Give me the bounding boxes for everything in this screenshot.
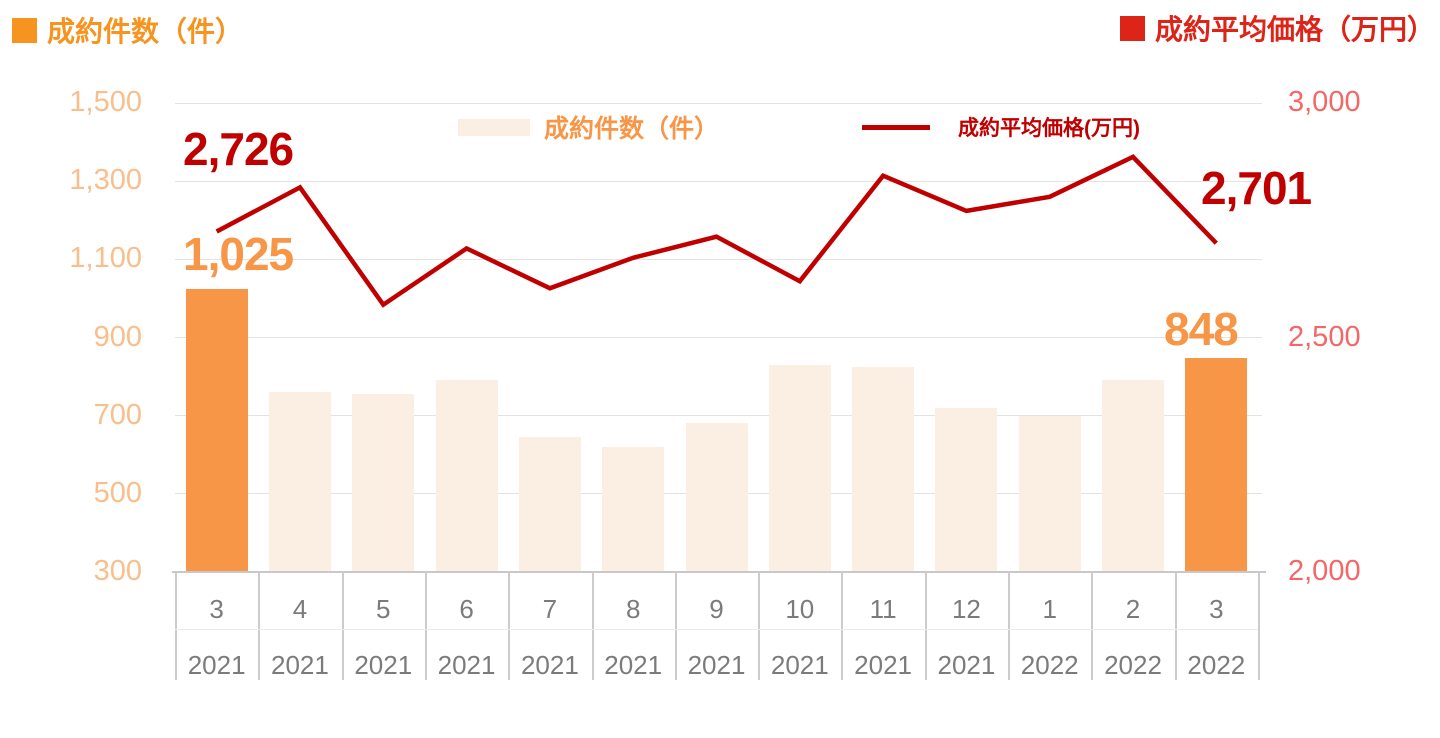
category-divider (758, 572, 761, 680)
legend: 成約件数（件） 成約平均価格(万円) (458, 110, 1140, 144)
category-year-label: 2021 (937, 650, 996, 680)
category-divider (508, 572, 511, 680)
right-chart-title: 成約平均価格（万円） (1119, 8, 1435, 48)
left-axis-tick: 1,500 (69, 86, 142, 118)
category-divider (424, 572, 427, 680)
right-axis-tick: 2,500 (1288, 320, 1361, 353)
bar-8-2021 (602, 446, 665, 572)
category-divider (591, 572, 594, 680)
left-axis-tick: 900 (93, 320, 142, 353)
category-divider (341, 572, 344, 680)
red-square-icon (1119, 15, 1145, 41)
bar-12-2021 (935, 407, 998, 572)
legend-bar-label: 成約件数（件） (544, 115, 720, 143)
category-year-label: 2021 (271, 650, 329, 680)
category-month-label: 7 (542, 594, 558, 624)
category-month-label: 5 (376, 594, 391, 624)
annotation-last-line-value: 2,701 (1201, 162, 1312, 214)
category-month-label: 1 (1042, 594, 1057, 624)
gridline (175, 258, 1262, 260)
left-axis-tick: 1,300 (69, 164, 142, 197)
category-divider (674, 572, 677, 680)
category-month-label: 6 (459, 594, 474, 624)
category-divider (1091, 572, 1094, 680)
legend-bar-swatch (458, 118, 530, 136)
category-month-label: 9 (709, 594, 724, 624)
category-month-label: 11 (869, 594, 897, 624)
left-axis-tick: 500 (93, 476, 142, 509)
gridline (175, 337, 1262, 338)
annotation-first-line-value: 2,726 (183, 123, 294, 175)
bar-10-2021 (768, 364, 831, 572)
category-divider (175, 572, 177, 680)
right-axis-tick: 3,000 (1288, 86, 1361, 118)
bar-3-2021 (185, 288, 248, 572)
legend-line-label: 成約平均価格(万円) (958, 117, 1141, 140)
bar-6-2021 (435, 380, 498, 572)
left-chart-title: 成約件数（件） (12, 10, 243, 50)
category-divider (841, 572, 844, 680)
category-month-label: 12 (951, 594, 981, 624)
category-divider (1008, 572, 1011, 680)
left-axis-tick: 1,100 (69, 242, 142, 275)
category-year-label: 2021 (854, 650, 913, 680)
category-divider (1258, 572, 1260, 680)
category-month-label: 3 (1209, 594, 1224, 624)
bar-9-2021 (685, 423, 748, 572)
category-year-label: 2021 (187, 650, 246, 680)
category-year-label: 2021 (354, 650, 413, 680)
category-year-label: 2021 (687, 650, 746, 680)
legend-line-swatch (862, 124, 931, 130)
price-line (215, 154, 1218, 308)
left-axis-tick: 300 (93, 555, 142, 587)
category-divider (924, 572, 927, 680)
bar-4-2021 (268, 392, 331, 572)
annotation-last-bar-value: 848 (1164, 303, 1239, 355)
x-axis-line (172, 571, 1266, 573)
category-month-label: 10 (785, 594, 815, 624)
gridline (175, 180, 1262, 182)
bar-2-2022 (1102, 380, 1165, 572)
category-month-label: 2 (1125, 594, 1141, 624)
category-year-label: 2022 (1187, 650, 1246, 680)
category-year-label: 2021 (437, 650, 496, 680)
right-axis-tick: 2,000 (1288, 555, 1361, 587)
bar-7-2021 (518, 437, 581, 572)
category-year-label: 2022 (1020, 650, 1079, 680)
category-year-label: 2021 (770, 650, 829, 680)
category-row-divider (175, 629, 1258, 630)
category-month-label: 3 (209, 594, 224, 624)
bar-11-2021 (852, 366, 915, 572)
gridline (175, 415, 1262, 417)
category-year-label: 2022 (1104, 650, 1162, 680)
category-month-label: 8 (625, 594, 641, 624)
category-divider (258, 572, 261, 680)
bar-3-2022 (1185, 357, 1248, 572)
annotation-first-bar-value: 1,025 (183, 228, 294, 280)
category-month-label: 4 (292, 594, 308, 624)
category-divider (1174, 572, 1177, 680)
bar-1-2022 (1018, 415, 1081, 572)
orange-square-icon (12, 17, 37, 43)
left-axis-tick: 700 (93, 398, 142, 431)
gridline (175, 102, 1262, 104)
right-chart-title-text: 成約平均価格（万円） (1154, 14, 1435, 45)
category-year-label: 2021 (604, 650, 663, 680)
bar-5-2021 (352, 394, 415, 572)
category-year-label: 2021 (520, 650, 579, 680)
left-chart-title-text: 成約件数（件） (47, 16, 244, 47)
